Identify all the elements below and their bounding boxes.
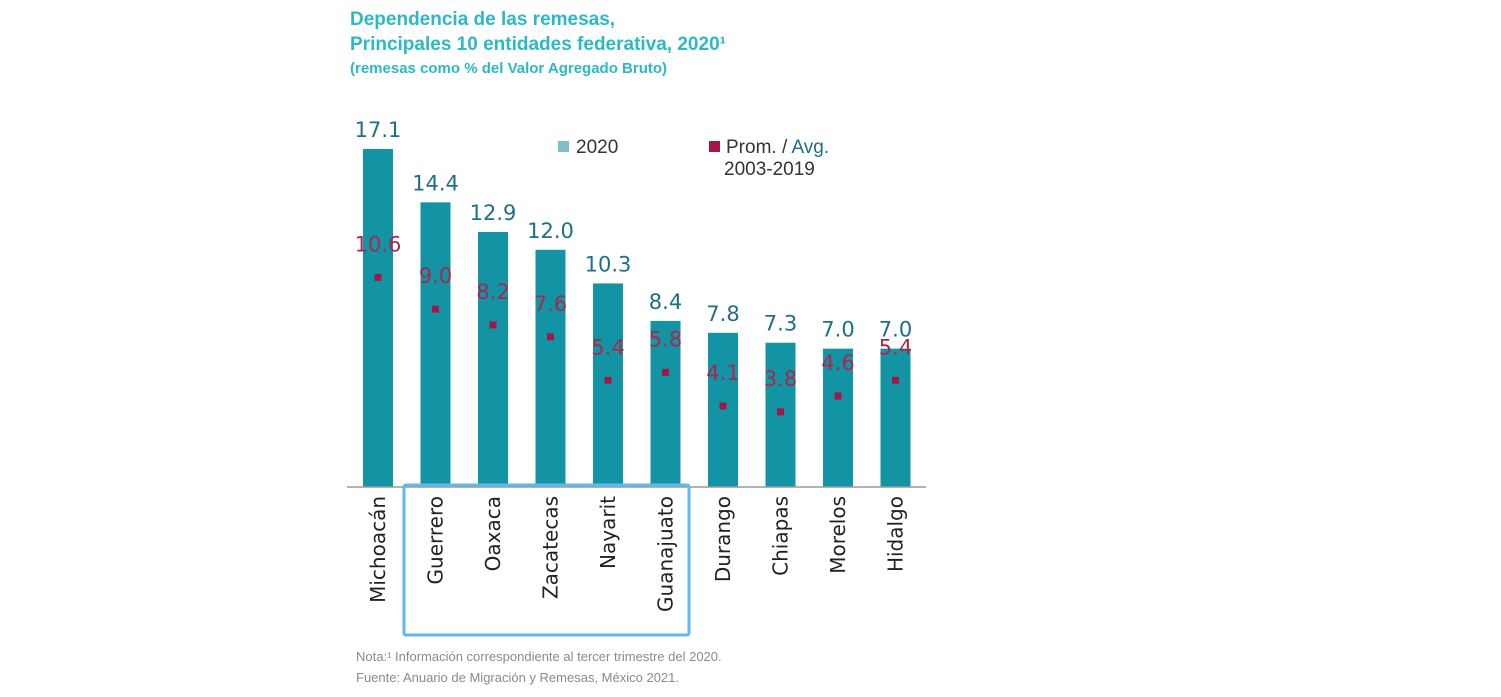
chart-title-line1: Dependencia de las remesas, (350, 9, 616, 30)
bar-6 (708, 332, 738, 487)
avg-marker-1 (432, 305, 439, 313)
bar-value-label: 17.1 (355, 118, 402, 142)
category-label: Oaxaca (481, 496, 505, 571)
legend-avg-period: 2003-2019 (724, 159, 815, 180)
bar-value-label: 12.9 (470, 201, 517, 225)
avg-marker-9 (892, 376, 899, 384)
category-label: Durango (711, 496, 735, 582)
bar-value-label: 8.4 (649, 290, 682, 314)
category-label: Guerrero (424, 496, 448, 584)
avg-value-label: 4.6 (821, 351, 854, 375)
avg-value-label: 8.2 (476, 280, 509, 304)
avg-marker-3 (547, 333, 554, 341)
category-label: Morelos (826, 496, 850, 574)
bar-8 (823, 348, 853, 487)
bar-3 (535, 249, 566, 487)
legend-avg-label: Prom. / Avg. (726, 137, 829, 158)
avg-marker-2 (489, 321, 497, 329)
category-label: Zacatecas (539, 496, 563, 599)
avg-markers-layer (374, 273, 899, 416)
avg-value-label: 5.8 (649, 327, 682, 351)
avg-marker-5 (662, 368, 669, 376)
avg-value-label: 7.6 (534, 292, 567, 316)
bar-value-label: 7.0 (821, 318, 854, 342)
bar-value-label: 7.8 (706, 302, 739, 326)
legend-2020-swatch (558, 141, 569, 152)
category-label: Hidalgo (884, 496, 908, 572)
avg-value-label: 4.1 (706, 361, 739, 385)
chart-title-line2: Principales 10 entidades federativa, 202… (350, 34, 726, 55)
category-label: Chiapas (769, 496, 793, 576)
bar-2 (478, 232, 508, 487)
bar-0 (363, 149, 393, 487)
chart-subtitle: (remesas como % del Valor Agregado Bruto… (350, 60, 668, 77)
bar-value-label: 14.4 (412, 171, 459, 195)
avg-value-label: 10.6 (355, 232, 402, 256)
legend-2020-label: 2020 (576, 137, 618, 158)
avg-marker-7 (777, 408, 784, 416)
bar-1 (420, 202, 451, 488)
highlight-box (402, 483, 691, 637)
category-label: Nayarit (596, 496, 620, 569)
bar-value-label: 7.3 (764, 312, 797, 336)
avg-value-label: 5.4 (879, 335, 912, 359)
bar-9 (880, 348, 911, 487)
avg-marker-0 (374, 273, 382, 281)
avg-value-label: 9.0 (419, 264, 452, 288)
bar-value-label: 12.0 (527, 219, 574, 243)
avg-value-label: 3.8 (764, 367, 797, 391)
category-label: Guanajuato (654, 496, 678, 612)
category-label: Michoacán (366, 496, 390, 603)
category-labels-layer: Michoacán Guerrero Oaxaca Zacatecas Nayarit G… (366, 496, 908, 612)
source-note: Fuente: Anuario de Migración y Remesas, … (356, 670, 680, 685)
footnote: Nota:¹ Información correspondiente al te… (356, 649, 722, 664)
bar-value-label: 7.0 (879, 318, 912, 342)
legend-avg-swatch (709, 141, 720, 152)
avg-marker-8 (834, 392, 842, 400)
avg-value-label: 5.4 (591, 335, 624, 359)
bars-layer (363, 149, 911, 488)
data-labels-layer: 17.1 10.6 14.4 9.0 12.9 8.2 12.0 7.6 10.3 5.4 8.4 5… (355, 118, 913, 391)
bar-value-label: 10.3 (585, 252, 632, 276)
legend-avg-label-part1: Prom. / (726, 137, 791, 158)
legend-avg-label-part2: Avg. (791, 137, 829, 158)
avg-marker-4 (604, 376, 612, 384)
bar-4 (593, 283, 623, 487)
bar-5 (650, 320, 681, 487)
avg-marker-6 (719, 402, 727, 410)
legend: 2020 Prom. / Avg. 2003-2019 (558, 137, 829, 180)
